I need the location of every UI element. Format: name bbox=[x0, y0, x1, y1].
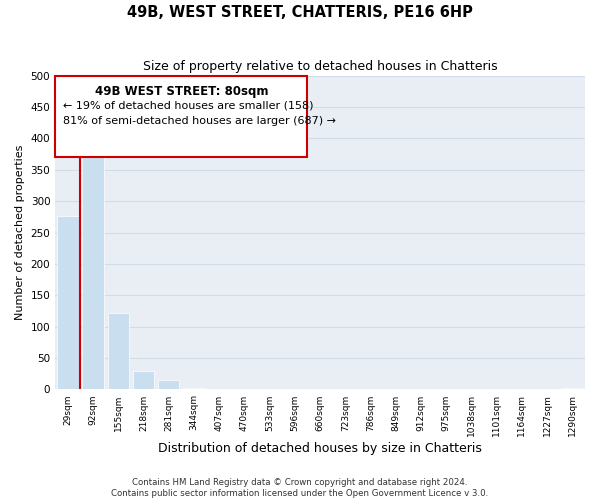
Bar bbox=[57, 216, 79, 390]
Bar bbox=[562, 388, 583, 390]
Text: 49B WEST STREET: 80sqm: 49B WEST STREET: 80sqm bbox=[95, 85, 268, 98]
Title: Size of property relative to detached houses in Chatteris: Size of property relative to detached ho… bbox=[143, 60, 497, 73]
Bar bbox=[158, 380, 179, 390]
Text: Contains HM Land Registry data © Crown copyright and database right 2024.
Contai: Contains HM Land Registry data © Crown c… bbox=[112, 478, 488, 498]
Bar bbox=[82, 135, 104, 390]
X-axis label: Distribution of detached houses by size in Chatteris: Distribution of detached houses by size … bbox=[158, 442, 482, 455]
Y-axis label: Number of detached properties: Number of detached properties bbox=[15, 145, 25, 320]
Bar bbox=[107, 313, 129, 390]
Text: 49B, WEST STREET, CHATTERIS, PE16 6HP: 49B, WEST STREET, CHATTERIS, PE16 6HP bbox=[127, 5, 473, 20]
Text: 81% of semi-detached houses are larger (687) →: 81% of semi-detached houses are larger (… bbox=[63, 116, 336, 126]
Text: ← 19% of detached houses are smaller (158): ← 19% of detached houses are smaller (15… bbox=[63, 100, 313, 110]
Bar bbox=[55, 76, 307, 157]
Bar bbox=[183, 388, 205, 390]
Bar bbox=[133, 372, 154, 390]
